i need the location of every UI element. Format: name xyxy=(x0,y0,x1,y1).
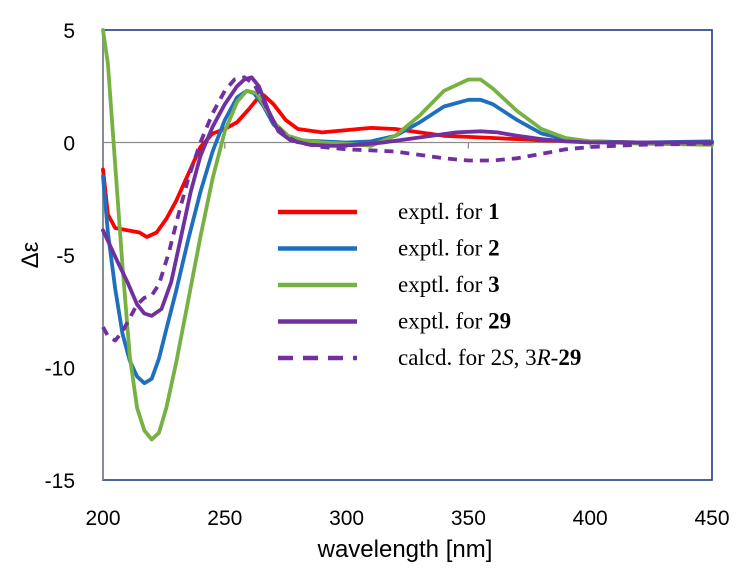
legend-label-3: exptl. for 3 xyxy=(398,272,500,297)
y-tick-label--5: -5 xyxy=(56,245,75,268)
series-lines xyxy=(101,28,714,442)
y-axis-tick-labels: 5 0 -5 -10 -15 xyxy=(45,20,75,493)
series-line-4 xyxy=(101,75,714,318)
x-axis-tick-labels: 200 250 300 350 400 450 xyxy=(85,507,729,530)
legend-label-4: exptl. for 29 xyxy=(398,309,511,334)
series-line-5 xyxy=(101,75,713,343)
x-tick-label-450: 450 xyxy=(694,507,729,530)
legend: exptl. for 1 exptl. for 2 exptl. for 3 expt… xyxy=(278,199,581,370)
x-tick-label-250: 250 xyxy=(207,507,242,530)
x-tick-label-400: 400 xyxy=(573,507,608,530)
y-tick-label--10: -10 xyxy=(45,358,75,381)
y-tick-label--15: -15 xyxy=(45,470,75,493)
legend-label-5: calcd. for 2S, 3R-29 xyxy=(398,345,581,370)
x-tick-label-350: 350 xyxy=(451,507,486,530)
y-axis-title: Δε xyxy=(17,241,44,268)
x-tick-label-300: 300 xyxy=(329,507,364,530)
plot-area xyxy=(101,28,714,481)
legend-label-1: exptl. for 1 xyxy=(398,199,500,224)
y-tick-label-0: 0 xyxy=(63,133,75,156)
legend-label-2: exptl. for 2 xyxy=(398,236,500,261)
y-tick-label-5: 5 xyxy=(63,20,75,43)
x-tick-label-200: 200 xyxy=(85,507,120,530)
x-axis-title: wavelength [nm] xyxy=(317,536,493,563)
